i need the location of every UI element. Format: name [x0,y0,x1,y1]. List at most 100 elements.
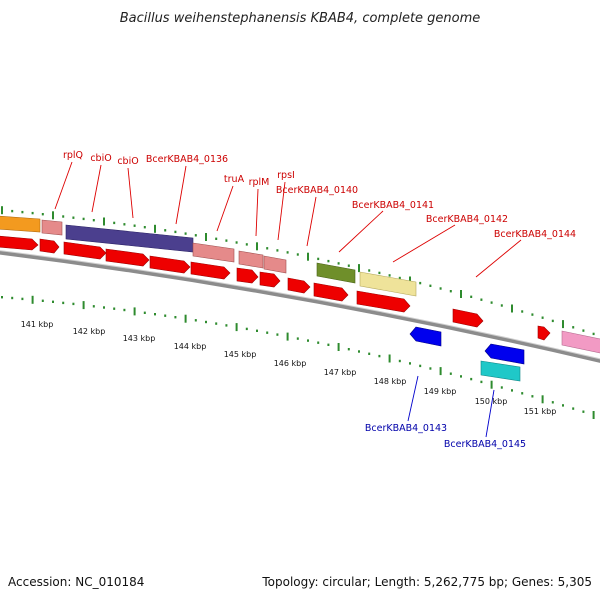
major-tick [511,304,513,313]
major-tick [52,211,54,220]
gene-arrow-reverse [409,326,442,347]
minor-tick [449,372,452,375]
gene-arrow [537,325,551,341]
major-tick [235,323,238,332]
minor-tick [490,301,493,304]
minor-tick [296,253,299,256]
minor-tick [531,395,534,398]
major-tick [490,380,493,389]
scale-labels: 141 kbp 142 kbp 143 kbp 144 kbp 145 kbp … [21,320,557,416]
gene-label: BcerKBAB4_0140 [276,185,358,196]
gene-arrow [236,267,259,284]
minor-tick [419,281,422,285]
minor-tick [31,211,34,215]
minor-tick [460,375,462,378]
minor-tick [317,257,320,261]
gene-arrow [105,248,150,267]
scale-label: 144 kbp [174,342,207,351]
minor-tick [11,209,14,213]
minor-tick [592,332,595,336]
major-tick [103,217,105,226]
minor-tick [500,386,503,389]
minor-tick [174,316,177,319]
genome-backbone-highlight [0,250,600,360]
minor-tick [113,307,116,310]
minor-tick [449,290,452,293]
tick-dots [1,206,595,419]
feature-block-pink [192,242,235,263]
minor-tick [511,389,513,392]
minor-tick [572,407,575,410]
minor-tick [21,210,24,214]
minor-tick [521,392,524,395]
minor-tick [337,262,340,265]
topology-text: Topology: circular; Length: 5,262,775 bp… [261,575,592,589]
scale-label: 146 kbp [274,359,307,368]
major-tick [286,332,289,341]
minor-tick [378,271,381,275]
feature-block-olive [316,262,356,284]
minor-tick [480,380,483,384]
minor-tick [21,297,24,301]
gene-arrow [39,238,60,254]
feature-block-pink [238,250,264,269]
scale-label: 142 kbp [73,327,106,336]
minor-tick [113,221,116,225]
minor-tick [215,322,218,325]
feature-block-orange [0,215,41,233]
minor-tick [235,241,238,244]
minor-tick [41,213,44,216]
minor-tick [347,264,350,267]
minor-tick [205,320,207,324]
minor-tick [92,219,95,222]
minor-tick [521,310,524,313]
minor-tick [307,339,309,342]
minor-tick [133,224,136,227]
scale-label: 145 kbp [224,350,257,359]
feature-block-pink-right [561,330,600,354]
minor-tick [368,352,371,355]
minor-tick [286,251,289,254]
minor-tick [439,287,442,290]
minor-tick [72,216,75,219]
gene-arrow-reverse [484,343,525,365]
accession-text: Accession: NC_010184 [8,575,144,589]
gene-label: BcerKBAB4_0141 [352,200,434,211]
gene-label: BcerKBAB4_0136 [146,154,228,165]
minor-tick [317,341,320,344]
major-tick [184,314,187,323]
gene-label: cbiO [90,153,111,164]
minor-tick [327,343,330,346]
scale-label: 148 kbp [374,377,407,386]
gene-arrow [149,255,191,274]
major-tick [133,307,136,316]
gene-label: rplM [249,177,270,188]
minor-tick [245,327,248,331]
minor-tick [562,404,564,407]
minor-tick [470,377,473,381]
minor-tick [470,295,473,298]
gene-label: BcerKBAB4_0144 [494,229,576,240]
minor-tick [194,319,197,322]
gene-labels-top: rplQ cbiO cbiO BcerKBAB4_0136 truA rplM … [63,150,576,240]
major-tick [205,233,207,241]
minor-tick [429,284,432,287]
minor-tick [582,410,585,413]
minor-tick [164,229,167,232]
label-connectors-top [54,161,522,278]
minor-tick [541,316,544,319]
minor-tick [11,296,14,300]
scale-label: 150 kbp [475,397,508,406]
minor-tick [531,313,534,316]
minor-tick [256,329,258,332]
major-tick [460,290,462,298]
major-tick [256,242,258,251]
genome-backbone [0,250,600,363]
minor-tick [82,217,85,221]
map-title: Bacillus weihenstephanensis KBAB4, compl… [120,11,481,26]
minor-tick [41,299,44,302]
minor-tick [245,243,248,246]
scale-label: 147 kbp [324,368,357,377]
minor-tick [123,308,126,312]
gene-arrow [356,290,411,313]
